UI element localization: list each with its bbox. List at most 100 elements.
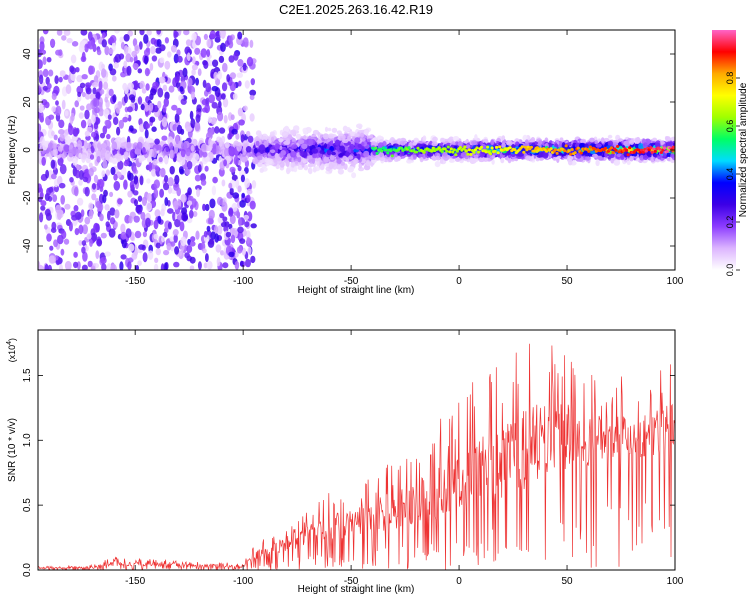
heatmap-cell [155,248,161,256]
heatmap-cell [133,175,139,185]
heatmap-cell [80,209,85,218]
heatmap-cell [238,80,242,87]
heatmap-cell [153,233,159,240]
heatmap-cell [114,53,122,63]
heatmap-cell [45,76,50,85]
heatmap-cell [78,240,83,246]
heatmap-cell [269,131,275,136]
heatmap-cell [123,34,130,42]
heatmap-cell [50,38,56,48]
heatmap-cell [176,187,181,197]
heatmap-cell [228,251,235,258]
heatmap-cell [74,169,81,179]
heatmap-cell [68,221,73,232]
heatmap-cell [161,116,168,128]
heatmap-cell [154,209,161,218]
heatmap-cell [149,62,154,71]
heatmap-cell [144,129,149,139]
heatmap-cell [166,242,172,251]
heatmap-cell [88,167,94,177]
heatmap-cell [127,190,133,198]
heatmap-cell [246,188,253,195]
heatmap-cell [233,52,239,61]
heatmap-cell [342,155,348,161]
heatmap-cell [184,252,190,259]
heatmap-cell [80,30,88,36]
heatmap-cell [291,144,298,149]
heatmap-cell [76,140,83,150]
heatmap-cell [201,143,208,153]
heatmap-cell [52,194,58,203]
heatmap-cell [209,198,216,209]
heatmap-cell [95,91,101,100]
heatmap-cell [215,244,222,253]
heatmap-cell [146,192,152,202]
heatmap-cell [112,94,117,103]
heatmap-cell [181,142,188,150]
heatmap-cell [38,104,44,113]
heatmap-cell [108,228,116,238]
heatmap-cell [82,224,88,235]
heatmap-cell [422,135,427,142]
heatmap-cell [127,82,134,90]
heatmap-cell [132,190,139,196]
heatmap-cell [84,130,90,137]
heatmap-cell [104,119,110,126]
heatmap-cell [40,200,47,207]
heatmap-cell [114,209,120,219]
heatmap-cell [85,135,91,141]
heatmap-cell [217,111,224,122]
heatmap-cell [152,148,158,159]
heatmap-cell [434,161,441,168]
heatmap-cell [231,174,238,182]
heatmap-cell [191,198,197,208]
heatmap-cell [212,176,218,184]
heatmap-cell [176,124,183,135]
heatmap-cell [363,150,370,158]
heatmap-cell [168,85,175,93]
heatmap-cell [327,127,332,132]
heatmap-cell [137,96,143,105]
heatmap-cell [112,75,117,82]
heatmap-cell [204,103,211,114]
heatmap-cell [94,106,100,114]
heatmap-cell [259,144,265,151]
heatmap-cell [70,112,75,122]
heatmap-cell [195,114,201,123]
heatmap-cell [98,107,104,117]
heatmap-cell [185,126,193,132]
heatmap-cell [354,133,359,138]
heatmap-cell [156,39,162,47]
heatmap-cell [244,178,251,188]
heatmap-cell [71,147,78,155]
heatmap-cell [48,69,54,77]
heatmap-cell [119,261,124,270]
heatmap-cell [159,188,165,198]
heatmap-cell [46,233,52,242]
heatmap-cell [75,67,80,73]
heatmap-cell [241,192,246,198]
heatmap-cell [53,239,59,248]
heatmap-cell [225,231,232,238]
heatmap-cell [233,155,239,166]
heatmap-cell [228,182,233,189]
heatmap-cell [328,162,334,170]
heatmap-cell [63,238,70,245]
heatmap-cell [195,185,202,191]
heatmap-cell [197,164,202,173]
heatmap-cell [65,84,72,95]
heatmap-cell [311,148,319,154]
heatmap-cell [280,150,286,156]
heatmap-cell [230,234,236,244]
heatmap-cell [85,87,92,95]
heatmap-cell [221,93,226,100]
heatmap-cell [222,262,229,269]
heatmap-cell [38,183,42,193]
heatmap-cell [55,49,62,56]
heatmap-cell [46,57,52,63]
heatmap-cell [138,155,145,162]
heatmap-cell [40,49,47,55]
heatmap-cell [146,178,151,184]
heatmap-cell [42,56,47,65]
heatmap-cell [327,133,335,139]
